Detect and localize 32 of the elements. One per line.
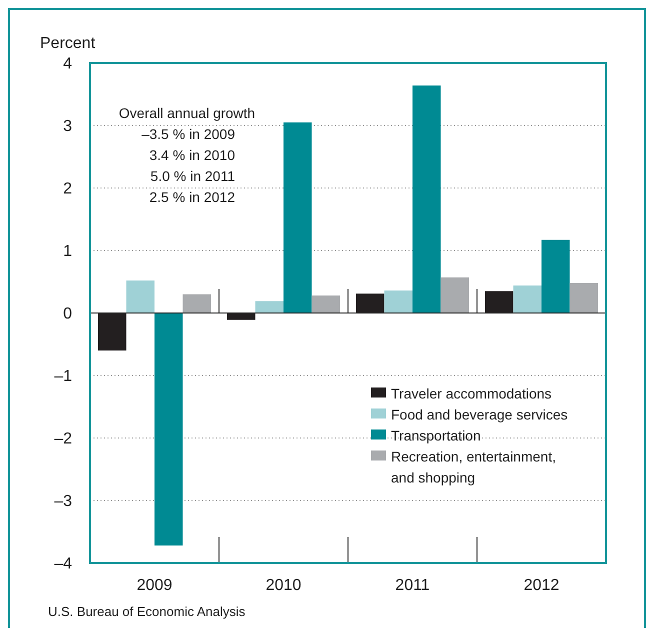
bar [384,290,412,313]
bar [312,296,340,313]
legend-label: Recreation, entertainment, and shopping [391,448,556,486]
bar [542,240,570,313]
bar [154,313,183,546]
bar [412,86,441,313]
y-axis-title: Percent [40,35,96,52]
y-tick-label: –2 [54,430,72,448]
annotation: Overall annual growth –3.5 % in 2009 3.4 % in 2010 5.0 % in 2011 2.5 % in 2012 [118,105,256,205]
x-tick-label: 2009 [136,577,172,594]
y-tick-label: –3 [54,493,72,510]
legend-label: Transportation [391,428,481,444]
y-tick-label: 0 [63,306,72,323]
text: U.S. Bureau of Economic Analysis [48,604,246,619]
y-tick-label: 1 [63,243,72,260]
bar [255,301,284,313]
y-tick-label: 4 [63,56,72,73]
x-tick-label: 2010 [266,577,302,594]
y-tick-label: –4 [54,556,72,573]
bar [284,122,312,313]
bar [440,277,469,313]
bar [182,294,211,313]
y-tick-label: 2 [63,180,72,198]
x-tick-label: 2011 [395,577,430,594]
legend-label: Food and beverage services [391,406,568,422]
bar [126,280,154,313]
legend-label: Traveler accommodations [391,386,552,402]
y-tick-label: 3 [63,118,72,136]
x-tick-label: 2012 [524,577,560,594]
bar [570,283,598,313]
bar [513,286,542,313]
y-tick-label: –1 [54,368,72,386]
